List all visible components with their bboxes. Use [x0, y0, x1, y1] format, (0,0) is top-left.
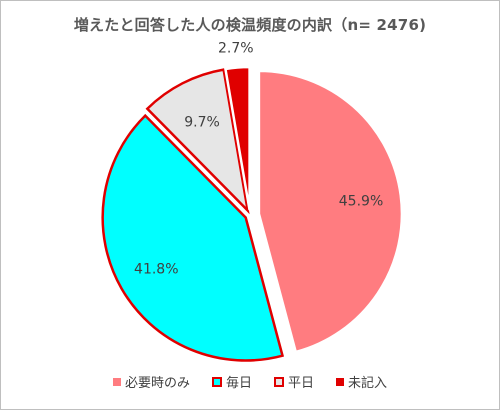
legend-label-2: 平日: [288, 376, 315, 391]
data-label-3: 2.7%: [218, 41, 254, 57]
legend-label-3: 未記入: [348, 376, 388, 391]
data-label-2: 9.7%: [184, 114, 220, 130]
pie-slice-0: [257, 69, 404, 354]
legend-swatch-3: [336, 377, 345, 386]
data-label-0: 45.9%: [339, 193, 383, 209]
legend-item-1: 毎日: [211, 372, 252, 391]
legend-label-0: 必要時のみ: [124, 376, 190, 391]
legend-item-2: 平日: [274, 372, 314, 391]
pie-slice-1: [101, 113, 285, 362]
pie-slice-3: [224, 65, 251, 211]
legend-swatch-2: [274, 376, 284, 387]
legend: 必要時のみ 毎日 平日 未記入: [0, 372, 500, 391]
chart-title: 増えたと回答した人の検温頻度の内訳（n= 2476): [73, 16, 427, 34]
legend-swatch-1: [211, 376, 222, 387]
legend-item-0: 必要時のみ: [112, 372, 190, 391]
legend-swatch-0: [112, 377, 121, 386]
data-label-1: 41.8%: [134, 262, 178, 278]
legend-label-1: 毎日: [225, 376, 252, 391]
pie-slice-2: [145, 68, 250, 215]
legend-item-3: 未記入: [336, 372, 387, 391]
